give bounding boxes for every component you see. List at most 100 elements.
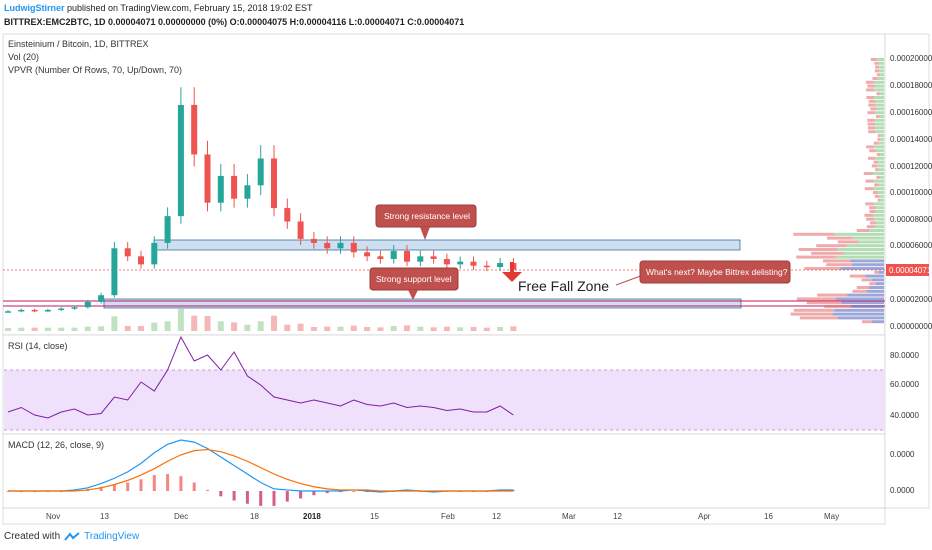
- x-tick: 2018: [303, 512, 321, 521]
- y-tick: 0.00018000: [890, 81, 932, 90]
- vpvr-down-bar: [868, 157, 875, 160]
- volume-bar: [138, 326, 144, 331]
- volume-bar: [484, 328, 490, 331]
- vpvr-down-bar: [799, 248, 837, 251]
- rsi-y-tick: 80.0000: [890, 351, 919, 360]
- vpvr-up-bar: [880, 199, 884, 202]
- vpvr-up-bar: [875, 157, 884, 160]
- candle: [18, 310, 24, 312]
- resistance-zone[interactable]: [154, 240, 740, 250]
- volume-bar: [191, 316, 197, 331]
- x-tick: 12: [613, 512, 622, 521]
- candle: [85, 302, 91, 307]
- candle: [497, 263, 503, 267]
- vpvr-down-bar: [869, 282, 876, 285]
- vpvr-up-bar: [847, 294, 884, 297]
- macd-histogram-bar: [312, 491, 315, 495]
- volume-bar: [404, 325, 410, 331]
- y-tick: 0.00014000: [890, 135, 932, 144]
- candle: [484, 266, 490, 268]
- volume-bar: [244, 325, 250, 331]
- vpvr-down-bar: [793, 233, 834, 236]
- vpvr-up-bar: [879, 183, 884, 186]
- macd-y-tick: 0.0000: [890, 450, 915, 459]
- vpvr-down-bar: [866, 96, 874, 99]
- y-tick: 0.00006000: [890, 241, 932, 250]
- vpvr-up-bar: [834, 309, 884, 312]
- candle: [431, 256, 437, 259]
- vpvr-down-bar: [870, 221, 876, 224]
- vpvr-down-bar: [826, 263, 852, 266]
- candle: [138, 256, 144, 264]
- vpvr-down-bar: [876, 176, 879, 179]
- vpvr-up-bar: [874, 218, 884, 221]
- vpvr-down-bar: [877, 138, 880, 141]
- vpvr-down-bar: [869, 206, 876, 209]
- vpvr-down-bar: [862, 278, 872, 281]
- vpvr-down-bar: [870, 107, 876, 110]
- vpvr-up-bar: [877, 58, 884, 61]
- volume-bar: [298, 324, 304, 331]
- macd-histogram-bar: [179, 476, 182, 491]
- x-tick: 15: [370, 512, 379, 521]
- vpvr-down-bar: [864, 214, 873, 217]
- vpvr-up-bar: [878, 191, 884, 194]
- macd-histogram-bar: [246, 491, 249, 504]
- vpvr-down-bar: [865, 187, 874, 190]
- candle: [457, 262, 463, 265]
- candle: [191, 105, 197, 155]
- vpvr-up-bar: [880, 176, 884, 179]
- x-tick: 12: [492, 512, 501, 521]
- vpvr-down-bar: [804, 267, 840, 270]
- vpvr-up-bar: [836, 297, 884, 300]
- volume-bar: [364, 327, 370, 331]
- vpvr-down-bar: [865, 202, 873, 205]
- macd-panel[interactable]: [3, 434, 885, 508]
- candle: [32, 310, 38, 312]
- footer: Created with TradingView: [4, 531, 139, 542]
- rsi-band: [4, 370, 884, 430]
- candle: [364, 252, 370, 256]
- macd-histogram-bar: [113, 485, 116, 491]
- vpvr-up-bar: [876, 100, 884, 103]
- rsi-y-tick: 40.0000: [890, 411, 919, 420]
- vpvr-down-bar: [868, 130, 875, 133]
- vpvr-up-bar: [873, 172, 884, 175]
- vpvr-up-bar: [840, 267, 884, 270]
- vpvr-down-bar: [811, 252, 844, 255]
- volume-bar: [377, 327, 383, 331]
- question-callout[interactable]: What's next? Maybe Bittrex delisting?: [616, 261, 790, 285]
- volume-bar: [471, 327, 477, 331]
- resistance-text: Strong resistance level: [384, 211, 470, 221]
- vpvr-down-bar: [871, 58, 877, 61]
- vpvr-down-bar: [857, 286, 869, 289]
- volume-bar: [205, 316, 211, 331]
- macd-histogram-bar: [140, 479, 143, 491]
- vpvr-down-bar: [877, 73, 880, 76]
- vpvr-down-bar: [877, 92, 880, 95]
- candle: [72, 307, 78, 309]
- vpvr-down-bar: [827, 237, 853, 240]
- y-tick: 0.00002000: [890, 295, 932, 304]
- tradingview-link[interactable]: TradingView: [84, 531, 139, 542]
- vpvr-down-bar: [816, 244, 846, 247]
- vpvr-up-bar: [833, 313, 884, 316]
- volume-bar: [5, 328, 11, 331]
- macd-histogram-bar: [286, 491, 289, 502]
- volume-bar: [32, 328, 38, 331]
- vpvr-up-bar: [879, 66, 884, 69]
- vpvr-down-bar: [874, 142, 879, 145]
- support-zone[interactable]: [104, 299, 741, 308]
- vpvr-down-bar: [838, 240, 859, 243]
- vpvr-up-bar: [874, 180, 884, 183]
- vpvr-down-bar: [874, 62, 878, 65]
- vpvr-up-bar: [876, 221, 884, 224]
- volume-bar: [98, 326, 104, 331]
- rsi-label: RSI (14, close): [8, 341, 68, 351]
- vpvr-up-bar: [875, 225, 884, 228]
- vpvr-up-bar: [874, 88, 884, 91]
- macd-histogram-bar: [299, 491, 302, 498]
- volume-bar: [45, 328, 51, 331]
- vpvr-up-bar: [836, 256, 884, 259]
